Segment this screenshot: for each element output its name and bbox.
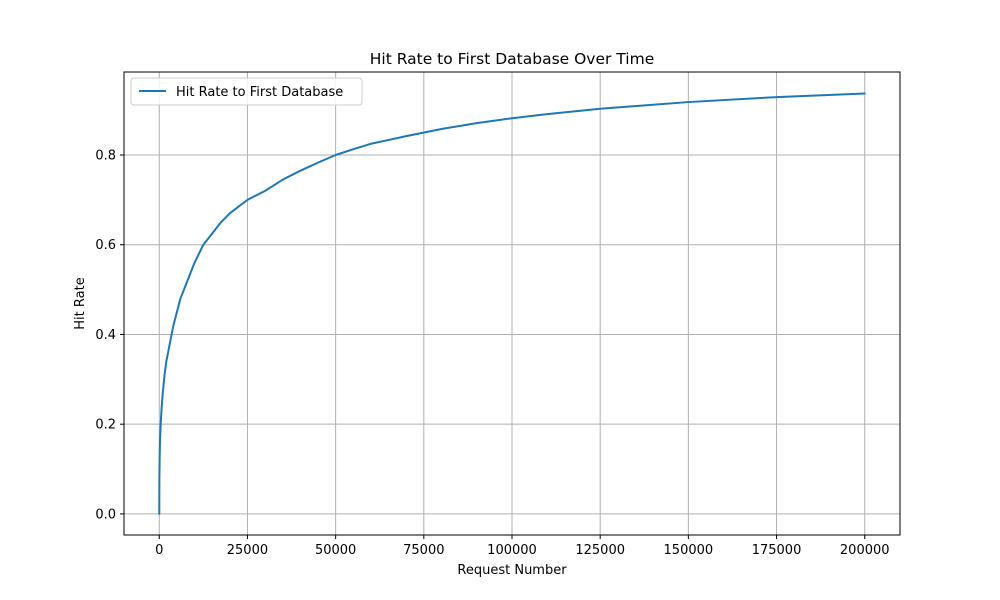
plot-area — [158, 92, 866, 515]
grid-lines — [124, 72, 900, 535]
axis-ticks: 0 25000 50000 75000 100000 125000 150000 175000… — [95, 148, 889, 558]
x-tick-label: 175000 — [752, 543, 802, 558]
x-tick-label: 0 — [155, 543, 163, 558]
x-tick-label: 75000 — [403, 543, 444, 558]
y-tick-label: 0.8 — [95, 148, 116, 163]
chart-title: Hit Rate to First Database Over Time — [370, 50, 655, 68]
x-axis-label: Request Number — [457, 563, 567, 578]
y-tick-label: 0.0 — [95, 507, 116, 522]
y-tick-label: 0.6 — [95, 238, 116, 253]
x-tick-label: 100000 — [487, 543, 537, 558]
y-axis-label: Hit Rate — [73, 277, 88, 329]
x-tick-label: 200000 — [840, 543, 890, 558]
y-tick-label: 0.2 — [95, 418, 116, 433]
legend-box — [130, 77, 363, 106]
legend: Hit Rate to First Database — [130, 77, 363, 106]
x-tick-label: 25000 — [227, 543, 268, 558]
x-tick-label: 125000 — [575, 543, 625, 558]
legend-label: Hit Rate to First Database — [176, 85, 343, 100]
x-tick-label: 50000 — [315, 543, 356, 558]
series-line-hit-rate — [158, 92, 866, 515]
x-tick-label: 150000 — [664, 543, 714, 558]
y-tick-label: 0.4 — [95, 328, 116, 343]
